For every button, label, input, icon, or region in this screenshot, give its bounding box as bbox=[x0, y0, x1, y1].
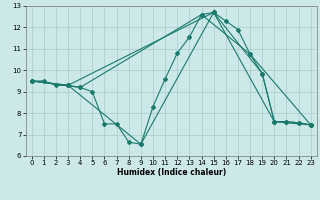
X-axis label: Humidex (Indice chaleur): Humidex (Indice chaleur) bbox=[116, 168, 226, 177]
